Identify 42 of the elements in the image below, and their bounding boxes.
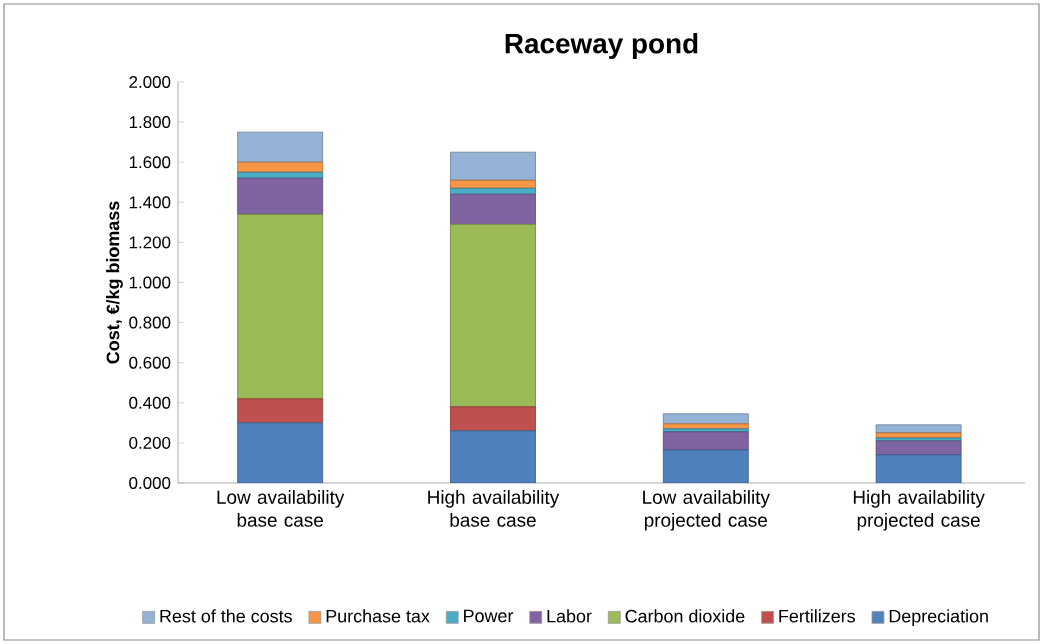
x-tick-label: High availability projected case xyxy=(853,490,985,531)
y-tick-label: 1.000 xyxy=(129,276,171,289)
bar xyxy=(450,223,536,408)
bar xyxy=(450,430,536,483)
bar xyxy=(237,398,324,424)
y-tick-label: 0.200 xyxy=(129,436,171,449)
bar xyxy=(237,131,324,163)
legend-label: Rest of the costs xyxy=(160,609,292,623)
y-tick-label: 0.400 xyxy=(129,396,171,409)
legend-label: Depreciation xyxy=(889,609,988,627)
y-axis-title: Cost, €/kg biomass xyxy=(106,201,123,364)
y-tick-label: 0.600 xyxy=(129,356,171,369)
y-tick-label: 1.800 xyxy=(129,116,171,129)
y-tick-label: 1.400 xyxy=(129,196,171,209)
legend-label: Power xyxy=(464,609,514,623)
x-tick-label: Low availability projected case xyxy=(643,490,770,531)
legend-label: Carbon dioxide xyxy=(625,609,745,623)
bar xyxy=(875,424,962,434)
x-tick-label: High availability base case xyxy=(428,490,560,527)
y-tick-label: 2.000 xyxy=(129,76,171,88)
bar xyxy=(875,440,962,456)
bar xyxy=(662,431,749,451)
bar xyxy=(237,177,324,215)
x-tick-label: Low availability base case xyxy=(217,490,345,527)
bar xyxy=(875,454,962,483)
legend-label: Labor xyxy=(547,609,592,623)
y-tick-label: 0.800 xyxy=(129,316,171,329)
bar xyxy=(237,161,324,173)
legend-label: Purchase tax xyxy=(326,609,430,623)
chart-title: Raceway pond xyxy=(505,32,698,59)
bar xyxy=(237,213,324,400)
legend-label: Fertilizers xyxy=(779,609,855,623)
bar xyxy=(450,193,536,225)
bar xyxy=(450,179,536,189)
bar xyxy=(450,151,536,181)
bar xyxy=(237,422,324,483)
bar xyxy=(450,406,536,432)
bar xyxy=(662,449,749,483)
bar xyxy=(662,413,749,425)
y-tick-label: 1.600 xyxy=(129,156,171,169)
y-tick-label: 0.000 xyxy=(129,477,171,489)
y-tick-label: 1.200 xyxy=(129,236,171,249)
